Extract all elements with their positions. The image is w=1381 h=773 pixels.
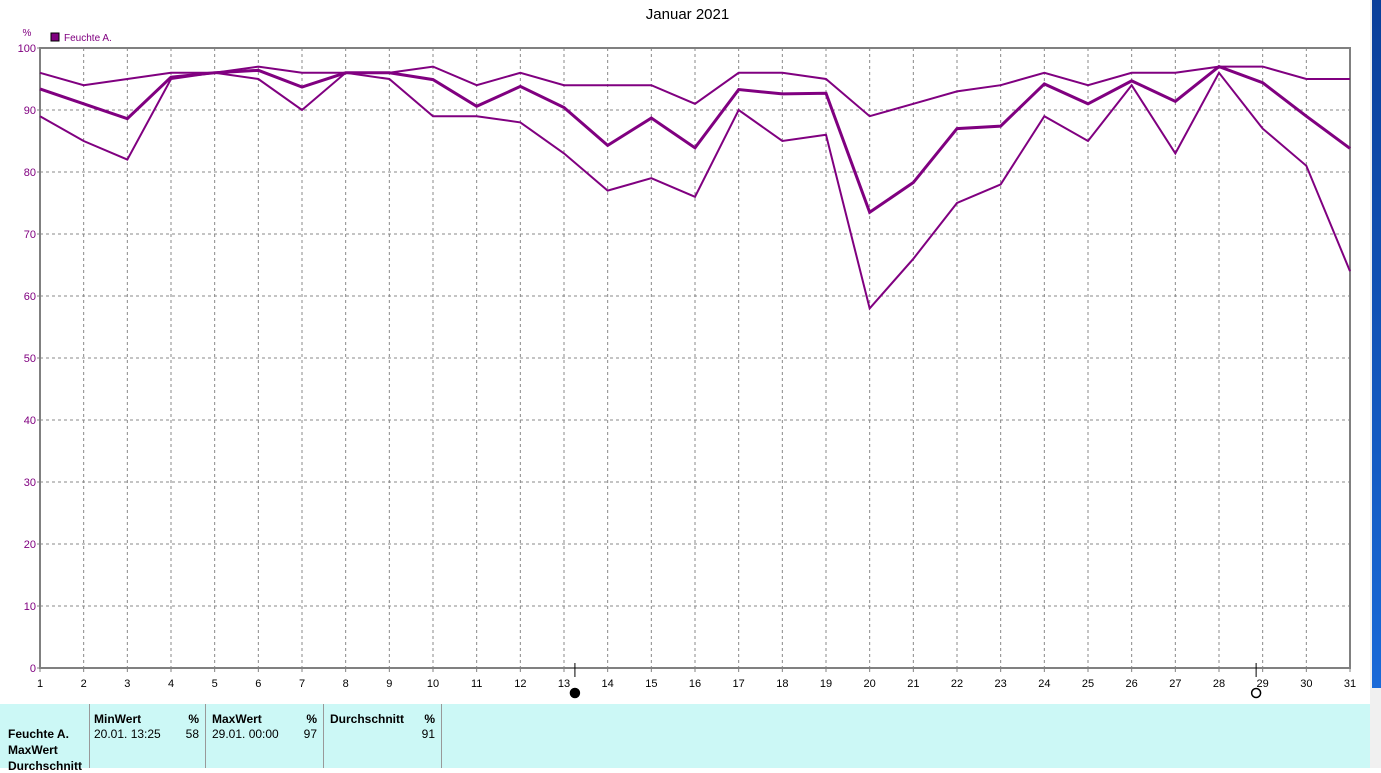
y-tick-label: 10 bbox=[24, 601, 36, 613]
y-tick-label: 30 bbox=[24, 477, 36, 489]
min-value: 58 bbox=[185, 727, 199, 741]
row-label-series: Feuchte A. bbox=[8, 727, 69, 741]
row-label-avg: Durchschnitt bbox=[8, 759, 83, 773]
x-tick-label: 28 bbox=[1213, 678, 1225, 690]
x-tick-label: 19 bbox=[820, 678, 832, 690]
x-tick-label: 15 bbox=[645, 678, 657, 690]
desktop-background bbox=[1372, 0, 1381, 688]
x-tick-label: 1 bbox=[37, 678, 43, 690]
x-tick-label: 17 bbox=[733, 678, 745, 690]
x-tick-label: 8 bbox=[343, 678, 349, 690]
x-tick-label: 21 bbox=[907, 678, 919, 690]
x-tick-label: 3 bbox=[124, 678, 130, 690]
y-tick-label: 70 bbox=[24, 229, 36, 241]
row-label-max: MaxWert bbox=[8, 743, 58, 757]
y-axis-unit: % bbox=[23, 28, 32, 39]
new-moon-icon bbox=[569, 687, 581, 699]
max-value: 97 bbox=[303, 727, 317, 741]
x-tick-label: 10 bbox=[427, 678, 439, 690]
y-tick-label: 0 bbox=[30, 663, 36, 675]
series-line-0 bbox=[39, 65, 1350, 118]
x-tick-label: 23 bbox=[995, 678, 1007, 690]
x-tick-label: 2 bbox=[81, 678, 87, 690]
series-line-2 bbox=[39, 70, 1351, 311]
x-tick-label: 27 bbox=[1169, 678, 1181, 690]
x-tick-label: 14 bbox=[602, 678, 614, 690]
y-tick-label: 100 bbox=[18, 43, 36, 55]
x-tick-label: 24 bbox=[1038, 678, 1050, 690]
x-tick-label: 30 bbox=[1300, 678, 1312, 690]
stats-panel: Feuchte A. MaxWert Durchschnitt MinWert … bbox=[0, 704, 1370, 773]
min-unit: % bbox=[188, 712, 199, 726]
y-tick-label: 20 bbox=[24, 539, 36, 551]
x-tick-label: 13 bbox=[558, 678, 570, 690]
max-header: MaxWert bbox=[212, 712, 262, 726]
legend-swatch bbox=[50, 32, 60, 42]
full-moon-icon bbox=[1250, 687, 1262, 699]
min-date: 20.01. 13:25 bbox=[94, 727, 161, 741]
y-tick-label: 80 bbox=[24, 167, 36, 179]
x-tick-label: 7 bbox=[299, 678, 305, 690]
y-tick-label: 90 bbox=[24, 105, 36, 117]
x-tick-label: 9 bbox=[386, 678, 392, 690]
y-tick-label: 50 bbox=[24, 353, 36, 365]
avg-value: 91 bbox=[421, 727, 435, 741]
max-date: 29.01. 00:00 bbox=[212, 727, 279, 741]
x-tick-label: 18 bbox=[776, 678, 788, 690]
x-tick-label: 6 bbox=[255, 678, 261, 690]
x-tick-label: 31 bbox=[1344, 678, 1356, 690]
x-tick-label: 29 bbox=[1257, 678, 1269, 690]
max-unit: % bbox=[306, 712, 317, 726]
x-tick-label: 25 bbox=[1082, 678, 1094, 690]
avg-header: Durchschnitt bbox=[330, 712, 405, 726]
x-tick-label: 16 bbox=[689, 678, 701, 690]
x-tick-label: 11 bbox=[471, 678, 482, 690]
legend-label: Feuchte A. bbox=[64, 33, 112, 44]
y-tick-label: 60 bbox=[24, 291, 36, 303]
series-line-1 bbox=[39, 64, 1351, 215]
x-tick-label: 4 bbox=[168, 678, 174, 690]
x-tick-label: 26 bbox=[1126, 678, 1138, 690]
x-tick-label: 20 bbox=[864, 678, 876, 690]
x-tick-label: 5 bbox=[212, 678, 218, 690]
y-tick-label: 40 bbox=[24, 415, 36, 427]
x-tick-label: 22 bbox=[951, 678, 963, 690]
row-labels: Feuchte A. MaxWert Durchschnitt bbox=[0, 704, 90, 773]
chart-title: Januar 2021 bbox=[645, 6, 730, 23]
min-header: MinWert bbox=[94, 712, 142, 726]
x-tick-label: 12 bbox=[514, 678, 526, 690]
max-column: MaxWert % 29.01. 00:00 97 bbox=[206, 704, 324, 768]
avg-column: Durchschnitt % 91 bbox=[324, 704, 442, 768]
avg-unit: % bbox=[424, 712, 435, 726]
min-column: MinWert % 20.01. 13:25 58 bbox=[90, 704, 206, 768]
